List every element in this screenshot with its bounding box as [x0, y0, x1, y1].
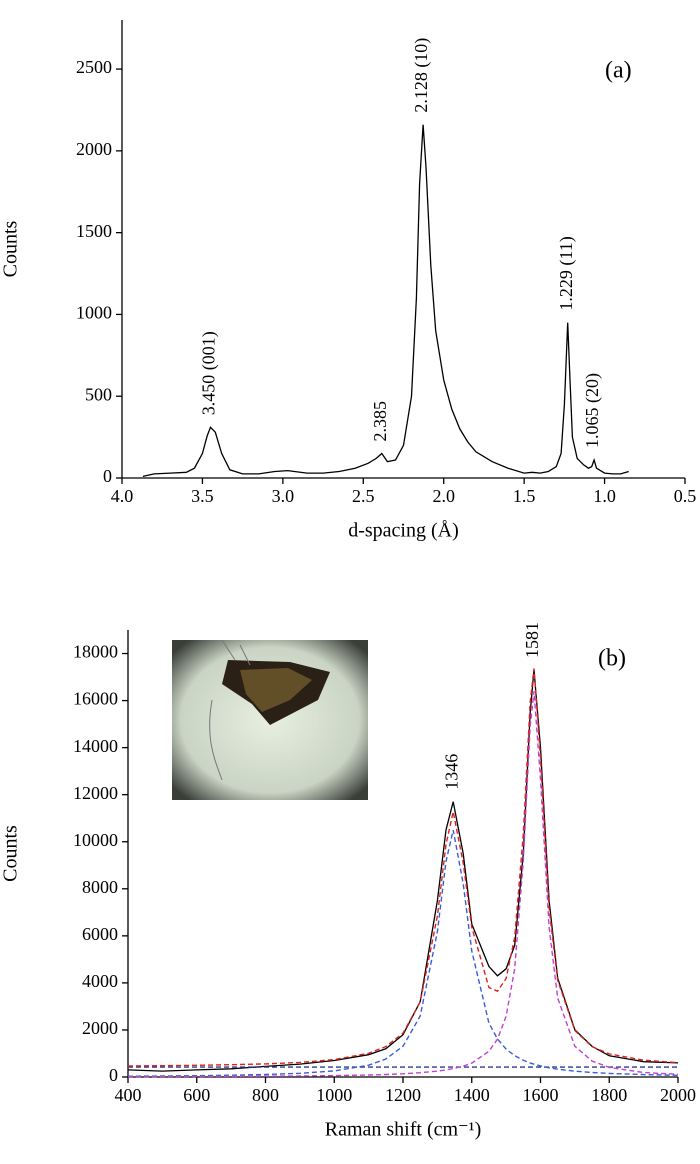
- peak-label: 1.065 (20): [582, 373, 603, 448]
- peak-label: 1.229 (11): [556, 236, 577, 310]
- peak-label: 1346: [441, 754, 461, 790]
- x-tick-label: 2.5: [352, 486, 375, 506]
- x-tick-label: 800: [252, 1085, 279, 1105]
- peak-label: 3.450 (001): [199, 331, 220, 415]
- y-tick-label: 10000: [73, 830, 118, 850]
- x-tick-label: 1200: [385, 1085, 421, 1105]
- x-tick-label: 4.0: [111, 486, 134, 506]
- y-tick-label: 1000: [76, 303, 112, 323]
- series-line: [142, 124, 629, 478]
- x-tick-label: 1600: [523, 1085, 559, 1105]
- y-tick-label: 8000: [82, 877, 118, 897]
- y-tick-label: 16000: [73, 689, 118, 709]
- y-tick-label: 2500: [76, 57, 112, 77]
- peak-label: 1581: [522, 622, 542, 658]
- y-tick-label: 18000: [73, 642, 118, 662]
- x-tick-label: 600: [183, 1085, 210, 1105]
- y-tick-label: 2000: [82, 1018, 118, 1038]
- x-tick-label: 3.5: [191, 486, 214, 506]
- inset-photo: [172, 639, 368, 800]
- peak-label: 2.385: [370, 401, 390, 442]
- series-line: [127, 829, 679, 1077]
- x-tick-label: 2000: [660, 1085, 696, 1105]
- y-tick-label: 14000: [73, 736, 118, 756]
- x-tick-label: 1.0: [593, 486, 616, 506]
- y-tick-label: 500: [85, 384, 112, 404]
- x-tick-label: 1800: [591, 1085, 627, 1105]
- peak-label: 2.128 (10): [411, 38, 432, 113]
- x-tick-label: 1000: [316, 1085, 352, 1105]
- y-axis-title: Counts: [0, 825, 22, 882]
- x-tick-label: 1.5: [513, 486, 536, 506]
- series-line: [127, 668, 679, 1067]
- x-axis-title: d-spacing (Å): [348, 520, 459, 542]
- y-tick-label: 1500: [76, 221, 112, 241]
- x-tick-label: 2.0: [432, 486, 455, 506]
- y-tick-label: 0: [103, 466, 112, 486]
- y-tick-label: 2000: [76, 139, 112, 159]
- series-line: [127, 691, 679, 1078]
- x-tick-label: 0.5: [674, 486, 697, 506]
- panel-label: (a): [605, 58, 632, 84]
- x-tick-label: 1400: [454, 1085, 490, 1105]
- panel-label: (b): [598, 646, 626, 672]
- x-tick-label: 3.0: [272, 486, 295, 506]
- y-tick-label: 12000: [73, 783, 118, 803]
- y-tick-label: 4000: [82, 971, 118, 991]
- y-tick-label: 0: [109, 1065, 118, 1085]
- y-tick-label: 6000: [82, 924, 118, 944]
- x-tick-label: 400: [115, 1085, 142, 1105]
- x-axis-title: Raman shift (cm⁻¹): [325, 1119, 482, 1141]
- y-axis-title: Counts: [0, 220, 22, 277]
